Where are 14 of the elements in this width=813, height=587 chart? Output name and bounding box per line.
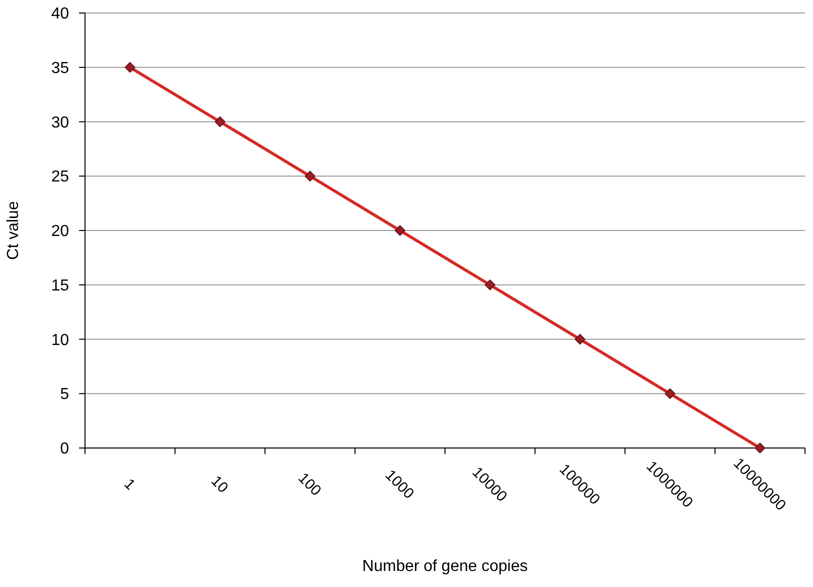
y-tick-label: 25 xyxy=(51,168,70,186)
y-tick-label: 10 xyxy=(51,332,70,349)
y-tick-label: 20 xyxy=(51,223,70,240)
y-tick-label: 35 xyxy=(51,60,70,77)
y-tick-label: 0 xyxy=(60,440,70,458)
y-tick-label: 30 xyxy=(51,114,70,132)
x-tick-label: 10 xyxy=(208,472,232,496)
x-tick-label: 1 xyxy=(120,476,138,494)
y-axis-title: Ct value xyxy=(5,201,22,260)
y-tick-label: 40 xyxy=(51,6,70,23)
y-tick-label: 5 xyxy=(60,386,70,404)
x-tick-label: 100 xyxy=(294,470,324,500)
y-tick-label: 15 xyxy=(51,277,70,294)
x-axis-title: Number of gene copies xyxy=(362,558,528,575)
